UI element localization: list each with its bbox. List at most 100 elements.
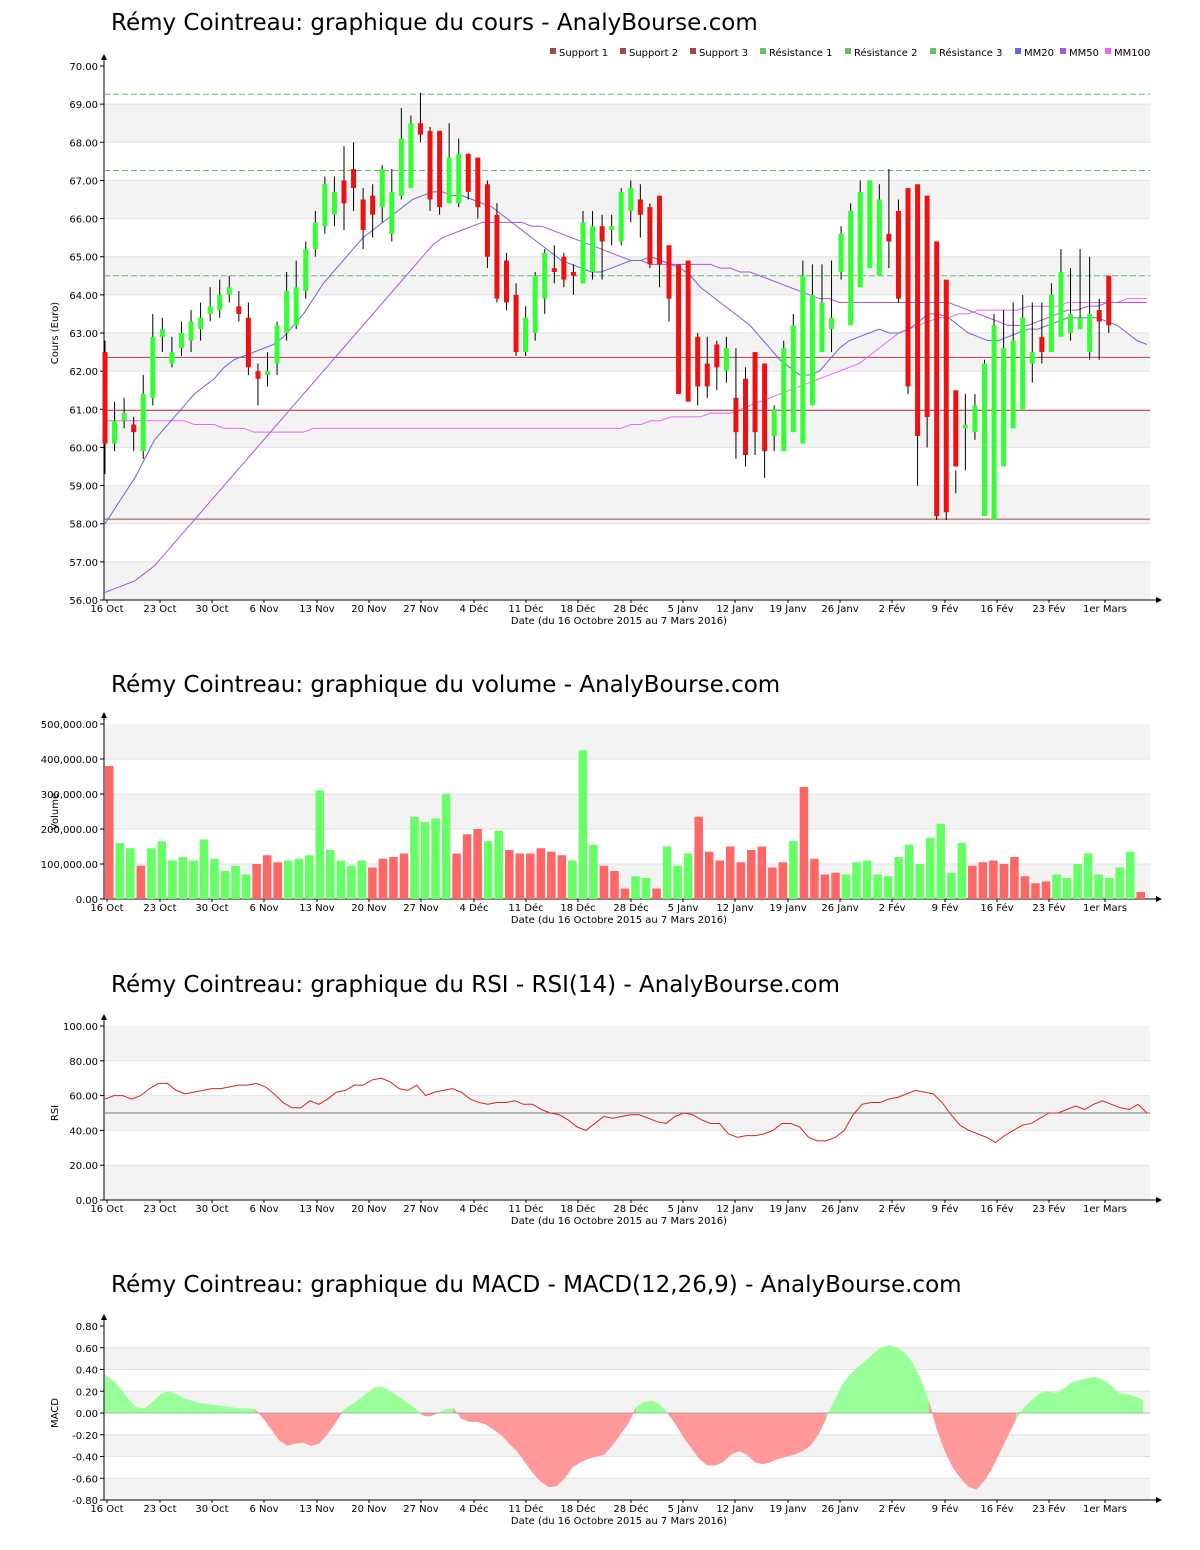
rsi-band: [104, 1165, 1150, 1200]
macd-area-segment: [279, 1412, 288, 1447]
macd-area-segment: [1055, 1388, 1065, 1414]
candle-body: [408, 123, 414, 189]
macd-area-segment: [706, 1412, 716, 1466]
candle-body: [150, 336, 156, 398]
macd-area-segment: [223, 1406, 233, 1414]
price-band: [104, 104, 1150, 143]
candle-body: [599, 226, 605, 242]
volume-bar: [1125, 851, 1135, 899]
volume-x-axis-label: Date (du 16 Octobre 2015 au 7 Mars 2016): [511, 915, 727, 926]
mm50-line: [104, 221, 1147, 593]
price-y-tick-label: 59.00: [69, 482, 98, 493]
rsi-x-axis-label: Date (du 16 Octobre 2015 au 7 Mars 2016): [511, 1216, 727, 1227]
volume-x-tick-label: 23 Fév: [1032, 902, 1065, 914]
candle-body: [370, 195, 376, 215]
candle-body: [140, 394, 146, 452]
legend-swatch: [1060, 48, 1066, 54]
volume-bar: [641, 878, 651, 899]
candle-body: [829, 317, 835, 330]
volume-bar: [168, 860, 177, 899]
macd-area-segment: [183, 1398, 193, 1414]
macd-y-tick-label: 0.40: [76, 1366, 98, 1377]
macd-area-segment: [730, 1412, 740, 1455]
candle-body: [542, 252, 548, 299]
candle-body: [379, 168, 385, 208]
volume-bar: [483, 841, 493, 899]
candle-body: [398, 138, 404, 196]
macd-area-segment: [104, 1374, 114, 1414]
candle-body: [609, 226, 615, 231]
macd-area-segment: [675, 1412, 684, 1438]
volume-bar: [768, 867, 777, 899]
candle-body: [159, 329, 165, 337]
price-x-tick-label: 13 Nov: [299, 604, 335, 615]
rsi-x-tick-label: 16 Oct: [90, 1204, 123, 1215]
macd-area-segment: [738, 1412, 748, 1455]
macd-area-segment: [239, 1408, 248, 1414]
macd-area-segment: [112, 1379, 122, 1414]
macd-area-segment: [136, 1407, 145, 1414]
candle-body: [762, 363, 768, 452]
price-x-tick-label: 16 Oct: [90, 604, 123, 615]
candle-body: [704, 363, 710, 387]
volume-x-tick-label: 11 Déc: [508, 902, 543, 914]
macd-y-tick-label: -0.80: [72, 1496, 98, 1507]
volume-bar: [399, 853, 409, 899]
macd-area-segment: [596, 1412, 605, 1457]
macd-area-segment: [1071, 1380, 1080, 1414]
candle-body: [1020, 317, 1026, 410]
macd-x-tick-label: 26 Janv: [821, 1504, 858, 1515]
volume-x-tick-label: 2 Fév: [879, 902, 906, 914]
volume-x-tick-label: 23 Oct: [143, 903, 176, 914]
candle-body: [417, 123, 423, 135]
price-y-tick-label: 70.00: [69, 62, 98, 73]
volume-bar: [704, 851, 714, 899]
macd-x-tick-label: 16 Oct: [90, 1504, 123, 1515]
volume-bar: [515, 853, 525, 899]
volume-bar: [105, 766, 114, 899]
legend-swatch: [760, 48, 766, 54]
candle-body: [465, 153, 471, 192]
candle-body: [790, 325, 796, 433]
volume-bar: [252, 864, 261, 899]
volume-bar: [410, 816, 419, 899]
volume-x-tick-label: 27 Nov: [403, 903, 439, 914]
macd-area-segment: [429, 1412, 438, 1417]
volume-bar: [557, 855, 567, 899]
volume-bar: [631, 876, 640, 899]
macd-area-segment: [786, 1412, 795, 1457]
rsi-x-tick-label: 1er Mars: [1083, 1204, 1127, 1215]
candle-body: [819, 302, 825, 353]
volume-bar: [189, 860, 198, 899]
volume-y-tick-label: 400,000.00: [41, 755, 98, 766]
price-y-tick-label: 63.00: [69, 329, 98, 340]
legend-entry: MM20: [1024, 48, 1054, 59]
macd-y-tick-label: 0.60: [76, 1344, 98, 1355]
candle-body: [771, 409, 777, 436]
candle-body: [1010, 340, 1016, 429]
macd-area-segment: [469, 1412, 478, 1422]
rsi-y-tick-label: 100.00: [63, 1022, 98, 1033]
macd-band: [104, 1434, 1150, 1457]
volume-bar: [304, 855, 314, 899]
candle-body: [723, 348, 729, 372]
volume-bar: [589, 844, 598, 899]
price-x-tick-label: 5 Janv: [668, 604, 699, 615]
volume-x-tick-label: 5 Janv: [668, 903, 699, 914]
volume-y-tick-label: 300,000.00: [41, 790, 98, 801]
macd-area-segment: [802, 1412, 811, 1452]
candle-body: [895, 210, 901, 299]
rsi-x-tick-label: 19 Janv: [769, 1204, 806, 1215]
candle-body: [915, 184, 921, 436]
price-chart-title: Rémy Cointreau: graphique du cours - Ana…: [111, 10, 758, 36]
macd-y-axis-label: MACD: [50, 1398, 61, 1428]
volume-bar: [326, 850, 335, 899]
price-x-tick-label: 18 Déc: [560, 603, 595, 615]
price-x-tick-label: 19 Janv: [769, 604, 806, 615]
volume-bar: [904, 844, 914, 899]
macd-area-segment: [952, 1412, 962, 1480]
volume-bar: [999, 864, 1009, 899]
macd-area-segment: [207, 1404, 217, 1414]
volume-y-tick-label: 100,000.00: [41, 860, 98, 871]
